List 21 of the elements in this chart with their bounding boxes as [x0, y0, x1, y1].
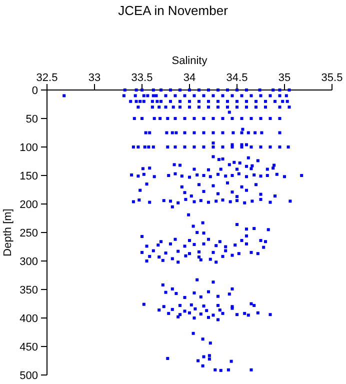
y-tick-label: 400 — [20, 313, 38, 325]
y-tick-label: 200 — [20, 199, 38, 211]
x-tick-label: 33.5 — [131, 72, 153, 84]
x-tick-label: 35 — [278, 72, 291, 84]
chart-title: JCEA in November — [118, 3, 229, 18]
x-tick-label: 34.5 — [226, 72, 248, 84]
y-axis-title: Depth [m] — [2, 208, 14, 256]
x-axis-title: Salinity — [172, 55, 208, 67]
x-tick-label: 34 — [183, 72, 196, 84]
x-tick-label: 35.5 — [321, 72, 343, 84]
y-tick-label: 450 — [20, 342, 38, 354]
y-tick-label: 150 — [20, 170, 38, 182]
y-tick-label: 250 — [20, 228, 38, 240]
y-tick-label: 500 — [20, 370, 38, 382]
x-tick-label: 33 — [88, 72, 101, 84]
y-tick-label: 100 — [20, 142, 38, 154]
y-tick-label: 300 — [20, 256, 38, 268]
y-tick-label: 350 — [20, 284, 38, 296]
x-tick-label: 32.5 — [36, 72, 58, 84]
y-tick-label: 0 — [32, 85, 38, 97]
y-tick-label: 50 — [26, 114, 38, 126]
